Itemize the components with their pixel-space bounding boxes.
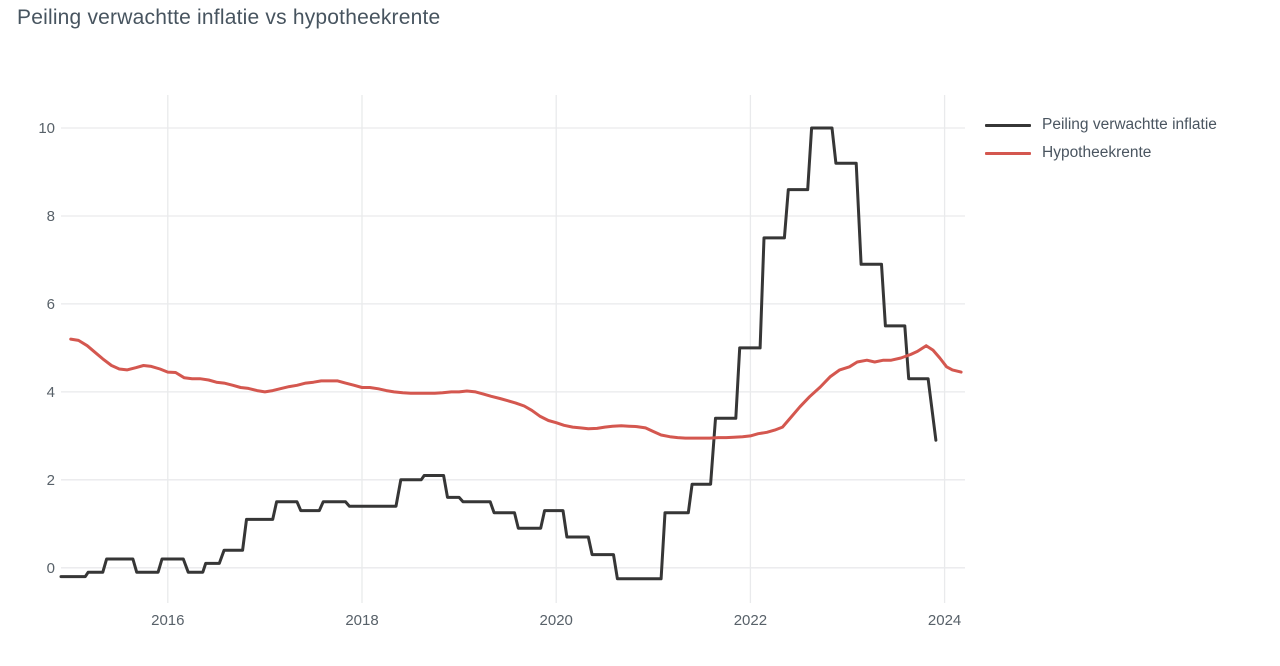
legend-item-label: Peiling verwachtte inflatie: [1042, 116, 1217, 133]
y-tick-label-8: 8: [46, 207, 55, 225]
y-tick-label-6: 6: [46, 295, 55, 313]
x-tick-label-2022: 2022: [733, 612, 768, 629]
series-line-1: [69, 337, 963, 440]
x-tick-label-2016: 2016: [151, 612, 185, 629]
y-tick-label-10: 10: [38, 119, 55, 137]
legend-line-icon: [985, 123, 1031, 127]
legend-item-0[interactable]: Peiling verwachtte inflatie: [985, 111, 1217, 139]
series-line-0: [59, 126, 938, 581]
chart-title: Peiling verwachtte inflatie vs hypotheek…: [17, 6, 441, 29]
legend-item-1[interactable]: Hypotheekrente: [985, 139, 1217, 167]
y-tick-label-4: 4: [46, 383, 55, 401]
legend-line-icon: [985, 151, 1031, 155]
x-tick-label-2020: 2020: [539, 612, 573, 629]
y-tick-label-0: 0: [46, 559, 55, 577]
y-tick-label-2: 2: [46, 471, 55, 489]
x-tick-label-2024: 2024: [927, 612, 962, 629]
legend-item-label: Hypotheekrente: [1042, 144, 1152, 161]
x-tick-label-2018: 2018: [345, 612, 379, 629]
legend: Peiling verwachtte inflatie Hypotheekrent…: [985, 111, 1217, 167]
